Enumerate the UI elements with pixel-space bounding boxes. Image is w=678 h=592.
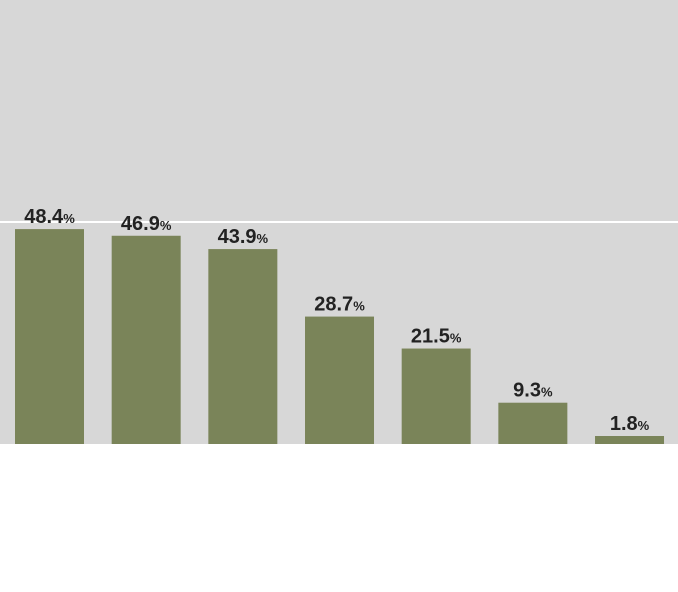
bar-5 [401, 348, 471, 444]
bar-1 [15, 229, 84, 444]
value-labels-group: 48.4% 46.9% 43.9% 28.7% 21.5% 9.3% 1.8% [24, 206, 649, 435]
value-label-4: 28.7% [314, 294, 365, 316]
value-label-6: 9.3% [513, 380, 553, 402]
bars-group [15, 229, 665, 444]
value-label-3: 43.9% [218, 226, 269, 248]
bar-4 [305, 316, 375, 444]
bar-3 [208, 249, 278, 444]
value-label-1: 48.4% [24, 206, 75, 228]
value-label-5: 21.5% [411, 326, 462, 348]
bar-7 [595, 436, 665, 444]
bar-2 [111, 235, 181, 444]
value-label-2: 46.9% [121, 213, 172, 235]
bar-6 [498, 402, 568, 444]
value-label-7: 1.8% [610, 413, 650, 435]
